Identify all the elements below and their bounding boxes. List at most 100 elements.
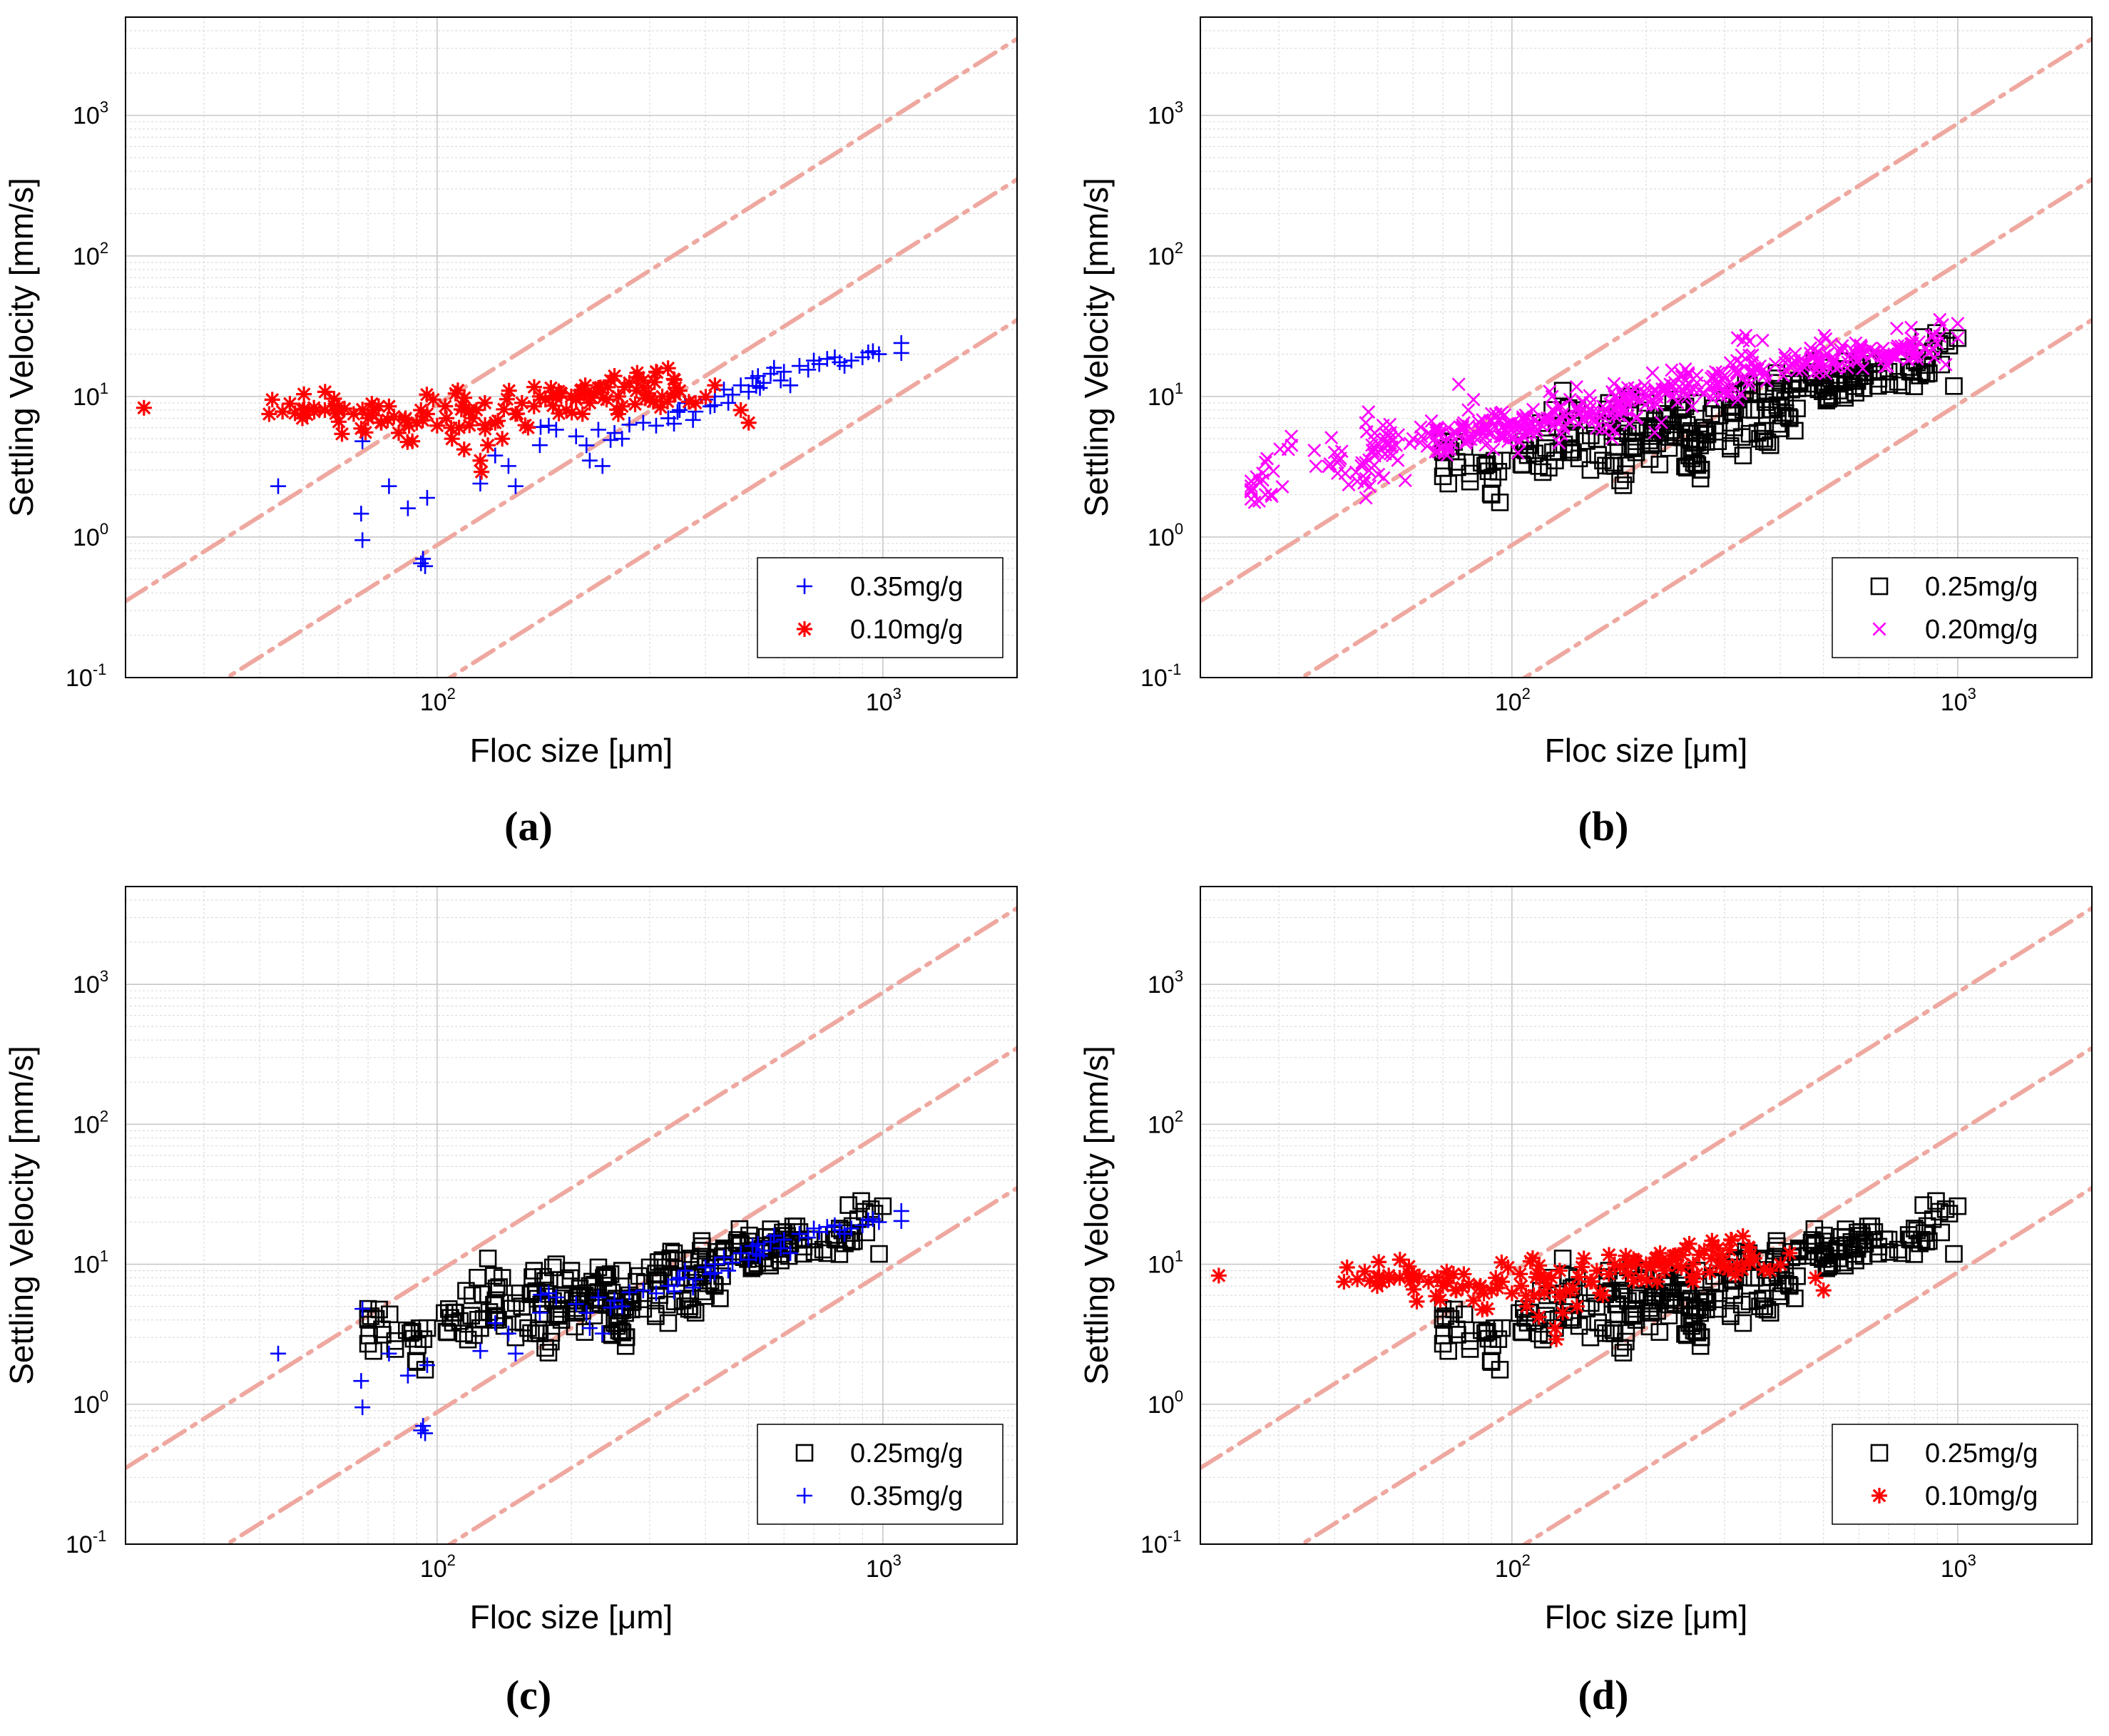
x-axis-label: Floc size [μm] [470,1598,673,1635]
legend-item: 0.25mg/g [1870,572,2038,602]
data-point [725,387,741,403]
data-point [1675,369,1689,384]
data-point [468,402,484,418]
data-point [1440,442,1454,456]
data-point [397,412,413,428]
data-point [720,394,737,411]
y-tick-label: 10-1 [66,1527,106,1558]
y-tick-label: 101 [1148,1247,1183,1279]
data-point [845,1232,863,1250]
data-point [1678,379,1692,393]
data-point [1691,1247,1707,1263]
data-point [532,1287,548,1303]
data-point [1757,362,1771,377]
data-point [1654,415,1668,429]
x-axis-label: Floc size [μm] [470,732,673,769]
reference-lines [1200,906,2092,1544]
data-point [1324,431,1339,445]
data-point [548,422,564,438]
data-point [1855,1231,1874,1249]
data-point [1543,1270,1559,1286]
data-point [685,1280,701,1296]
data-point [525,1262,543,1280]
data-point [1557,419,1571,433]
reference-line [1200,36,2092,603]
legend-label: 0.20mg/g [1925,615,2038,645]
data-point [416,1361,434,1379]
data-point [1648,1250,1665,1266]
data-point [1688,1301,1706,1319]
data-point [1655,1255,1672,1271]
data-point [1788,347,1802,361]
data-point [531,437,548,454]
data-point [706,397,722,413]
data-point [1721,1304,1740,1323]
y-tick-label: 100 [1148,1387,1183,1419]
data-point [1911,367,1929,384]
data-point [782,1245,799,1262]
data-point [648,1285,664,1302]
y-tick-label: 10-1 [66,660,106,692]
data-point [490,413,506,429]
y-tick-label: 102 [73,239,108,270]
data-point [1662,383,1676,397]
data-point [1334,444,1349,459]
y-tick-label: 101 [73,379,108,411]
data-point [359,1309,377,1327]
reference-line [223,1046,1017,1544]
data-point [1638,1272,1655,1288]
reference-lines [126,906,1017,1544]
data-point [1378,446,1392,461]
data-point [1755,1261,1772,1277]
data-point [1740,1292,1759,1310]
data-point [1740,1239,1757,1255]
panel-a: 10-1 100 101 102 103 102 103 Floc size [μm] Sett… [3,16,1018,849]
x-tick-label: 102 [420,1551,456,1583]
data-point [1489,463,1508,481]
data-point [1855,363,1874,381]
data-point [364,396,380,412]
data-point [1414,420,1428,434]
data-point [270,478,287,494]
data-point [1762,401,1780,419]
data-point [1817,1260,1836,1277]
data-point [674,1251,693,1270]
panel-label: (c) [506,1672,551,1718]
data-point [1731,392,1745,407]
data-point [1951,317,1965,331]
legend-box [1832,1424,2078,1525]
data-point [688,1268,705,1287]
data-point [1571,417,1585,431]
data-point [1771,382,1789,401]
data-point [494,431,511,447]
data-point [1456,418,1470,432]
asterisk-marker-icon [797,621,812,637]
reference-line [1200,906,2092,1471]
data-point [1889,322,1904,336]
data-point [1911,1235,1929,1252]
data-point [1536,1285,1553,1301]
data-point [744,1256,762,1275]
data-point [870,1245,888,1263]
data-point [1931,1203,1949,1221]
data-point [720,1262,737,1279]
data-point [1513,1323,1531,1342]
data-point [1598,1268,1616,1286]
data-point [1362,453,1377,467]
data-point [1705,392,1720,406]
x-axis-label: Floc size [μm] [1545,732,1748,769]
data-point [1676,457,1694,476]
data-point [688,1271,704,1287]
data-point [469,1269,486,1287]
data-point [1448,1282,1464,1298]
data-point [1441,421,1456,435]
data-point [1758,433,1777,451]
data-point [419,490,435,506]
data-point [603,1326,621,1344]
data-point [1493,427,1508,441]
data-point [1836,389,1854,407]
data-point [665,371,682,387]
y-tick-label: 100 [73,520,108,551]
data-point [561,1269,580,1287]
data-point [1621,438,1639,456]
